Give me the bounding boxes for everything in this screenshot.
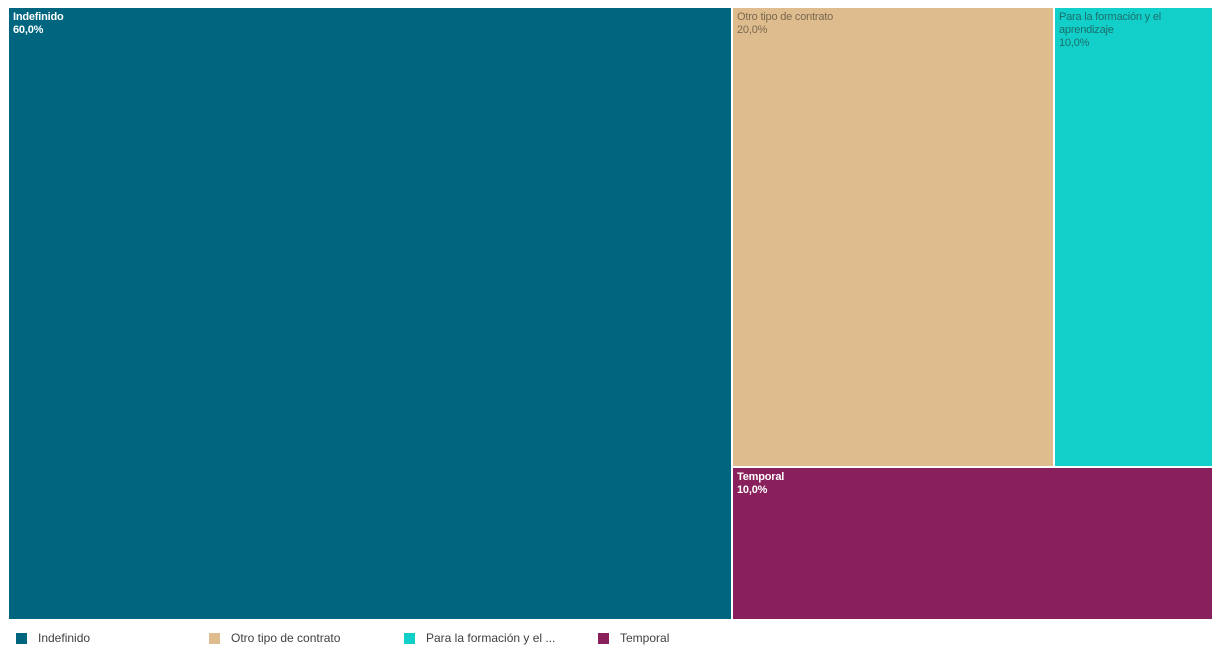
tile-label: Otro tipo de contrato 20,0% [737,11,833,37]
legend-item-indefinido[interactable]: Indefinido [16,630,90,646]
chart-legend: Indefinido Otro tipo de contrato Para la… [16,630,916,646]
tile-label: Para la formación y el aprendizaje 10,0% [1059,11,1209,50]
legend-label: Indefinido [38,631,91,645]
legend-item-otro-tipo-de-contrato[interactable]: Otro tipo de contrato [209,630,340,646]
legend-label: Para la formación y el ... [426,631,556,645]
tile-name: Temporal [737,471,785,483]
legend-swatch [16,632,27,644]
legend-item-temporal[interactable]: Temporal [598,630,669,646]
tile-value: 10,0% [737,484,768,496]
tile-name: Para la formación y el aprendizaje [1059,11,1161,36]
tile-name: Indefinido [13,11,64,23]
legend-item-para-la-formacion[interactable]: Para la formación y el ... [404,630,555,646]
legend-swatch [598,632,609,644]
legend-label: Temporal [620,631,670,645]
tile-label: Temporal 10,0% [737,471,784,497]
legend-label: Otro tipo de contrato [231,631,341,645]
treemap-tile-para-la-formacion[interactable]: Para la formación y el aprendizaje 10,0% [1055,8,1212,466]
legend-swatch [209,632,220,644]
tile-label: Indefinido 60,0% [13,11,64,37]
tile-value: 60,0% [13,24,44,36]
legend-swatch [404,632,415,644]
treemap-tile-indefinido[interactable]: Indefinido 60,0% [9,8,731,619]
treemap-chart: Indefinido 60,0% Otro tipo de contrato 2… [9,8,1212,619]
treemap-tile-temporal[interactable]: Temporal 10,0% [733,468,1212,619]
tile-value: 10,0% [1059,37,1090,49]
treemap-tile-otro-tipo-de-contrato[interactable]: Otro tipo de contrato 20,0% [733,8,1053,466]
tile-name: Otro tipo de contrato [737,11,834,23]
tile-value: 20,0% [737,24,768,36]
